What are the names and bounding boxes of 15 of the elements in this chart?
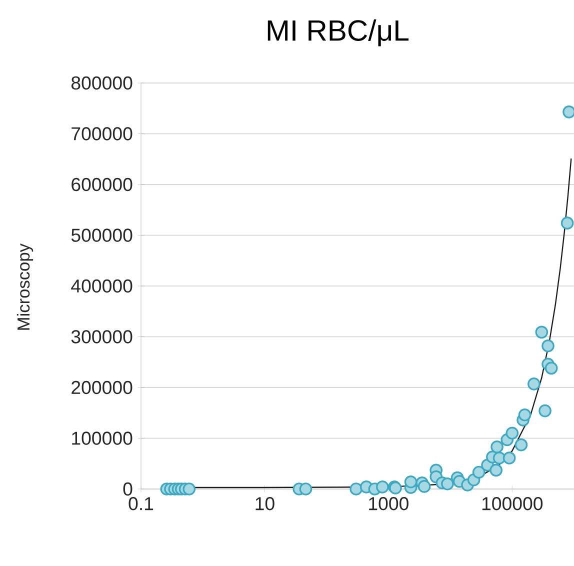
y-tick-label: 0 [123, 482, 132, 496]
x-tick-label: 100000 [482, 497, 543, 510]
x-tick-label: 1000 [369, 497, 408, 510]
x-tick-label: 0.1 [128, 497, 154, 510]
y-tick-label: 500000 [71, 228, 132, 242]
y-tick-label: 100000 [72, 432, 132, 445]
y-tick-label: 800000 [71, 76, 132, 90]
y-tick-label: 200000 [72, 380, 132, 394]
y-axis-title: Microscopy [16, 244, 34, 330]
y-tick-label: 400000 [71, 279, 132, 293]
y-tick-label: 300000 [71, 330, 132, 344]
y-tick-label: 700000 [72, 127, 132, 140]
y-tick-label: 600000 [72, 178, 132, 192]
x-tick-label: 10 [256, 497, 274, 510]
chart-title: MI RBC/μL [268, 19, 409, 46]
